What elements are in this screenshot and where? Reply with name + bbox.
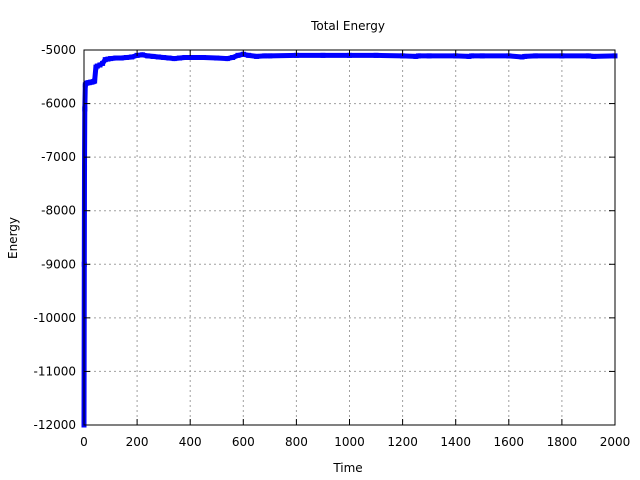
chart-title: Total Energy [310, 19, 385, 33]
x-axis-label: Time [332, 461, 362, 475]
data-point [92, 78, 98, 84]
grid-lines [84, 50, 615, 425]
y-tick-label: -9000 [41, 257, 76, 271]
x-tick-label: 200 [126, 435, 149, 449]
data-point [82, 106, 88, 112]
data-point [413, 53, 419, 59]
data-point [416, 53, 422, 59]
data-point [224, 56, 230, 62]
data-point [123, 55, 129, 60]
data-point [585, 53, 591, 59]
y-tick-label: -8000 [41, 204, 76, 218]
x-tick-label: 800 [285, 435, 308, 449]
y-axis-label: Energy [6, 217, 20, 259]
data-point [519, 54, 525, 60]
data-point [105, 56, 111, 62]
y-tick-label: -11000 [33, 364, 76, 378]
data-point [320, 52, 326, 58]
data-point [200, 55, 206, 60]
y-tick-label: -10000 [33, 311, 76, 325]
data-point [235, 52, 241, 58]
x-tick-label: 1200 [387, 435, 418, 449]
data-point [97, 62, 103, 68]
data-point [94, 63, 100, 69]
data-point [373, 52, 379, 58]
y-tick-label: -5000 [41, 43, 76, 57]
data-point [230, 55, 236, 60]
x-tick-label: 600 [232, 435, 255, 449]
data-point [155, 54, 161, 60]
series-line [81, 51, 616, 426]
data-point [254, 53, 260, 59]
data-point [129, 54, 135, 60]
y-tick-label: -12000 [33, 418, 76, 432]
x-tick-labels: 0 200 400 600 800 1000 1200 1400 1600 1800 2000 [80, 435, 630, 449]
axis-ticks [83, 49, 616, 426]
data-point [161, 55, 167, 60]
data-point [145, 53, 151, 59]
x-tick-label: 2000 [600, 435, 631, 449]
data-point [177, 55, 183, 61]
x-tick-label: 1400 [440, 435, 471, 449]
data-point [102, 57, 108, 63]
data-point [466, 53, 472, 59]
y-tick-labels: -5000 -6000 -7000 -8000 -9000 -10000 -11000 -12… [33, 43, 76, 432]
data-point [532, 53, 538, 59]
data-point [182, 55, 188, 60]
data-point [426, 53, 432, 59]
data-point [82, 165, 88, 171]
data-point [591, 53, 597, 59]
y-tick-label: -7000 [41, 150, 76, 164]
data-point [108, 56, 114, 62]
data-point [214, 55, 220, 61]
data-point [113, 55, 119, 61]
data-point [150, 53, 156, 59]
data-point [118, 55, 124, 61]
data-point [171, 56, 177, 62]
data-point [139, 52, 145, 58]
data-point [479, 53, 485, 59]
x-tick-label: 1000 [334, 435, 365, 449]
data-point [522, 53, 528, 59]
x-tick-label: 400 [179, 435, 202, 449]
data-point [187, 55, 193, 60]
data-point [246, 52, 252, 58]
data-point [267, 53, 273, 59]
data-point [262, 53, 268, 59]
y-tick-label: -6000 [41, 97, 76, 111]
x-tick-label: 1800 [547, 435, 578, 449]
series-line-core [83, 53, 616, 426]
data-point [100, 60, 106, 66]
x-tick-label: 0 [80, 435, 88, 449]
data-point [469, 53, 475, 59]
data-point [166, 55, 172, 61]
x-tick-label: 1600 [494, 435, 525, 449]
